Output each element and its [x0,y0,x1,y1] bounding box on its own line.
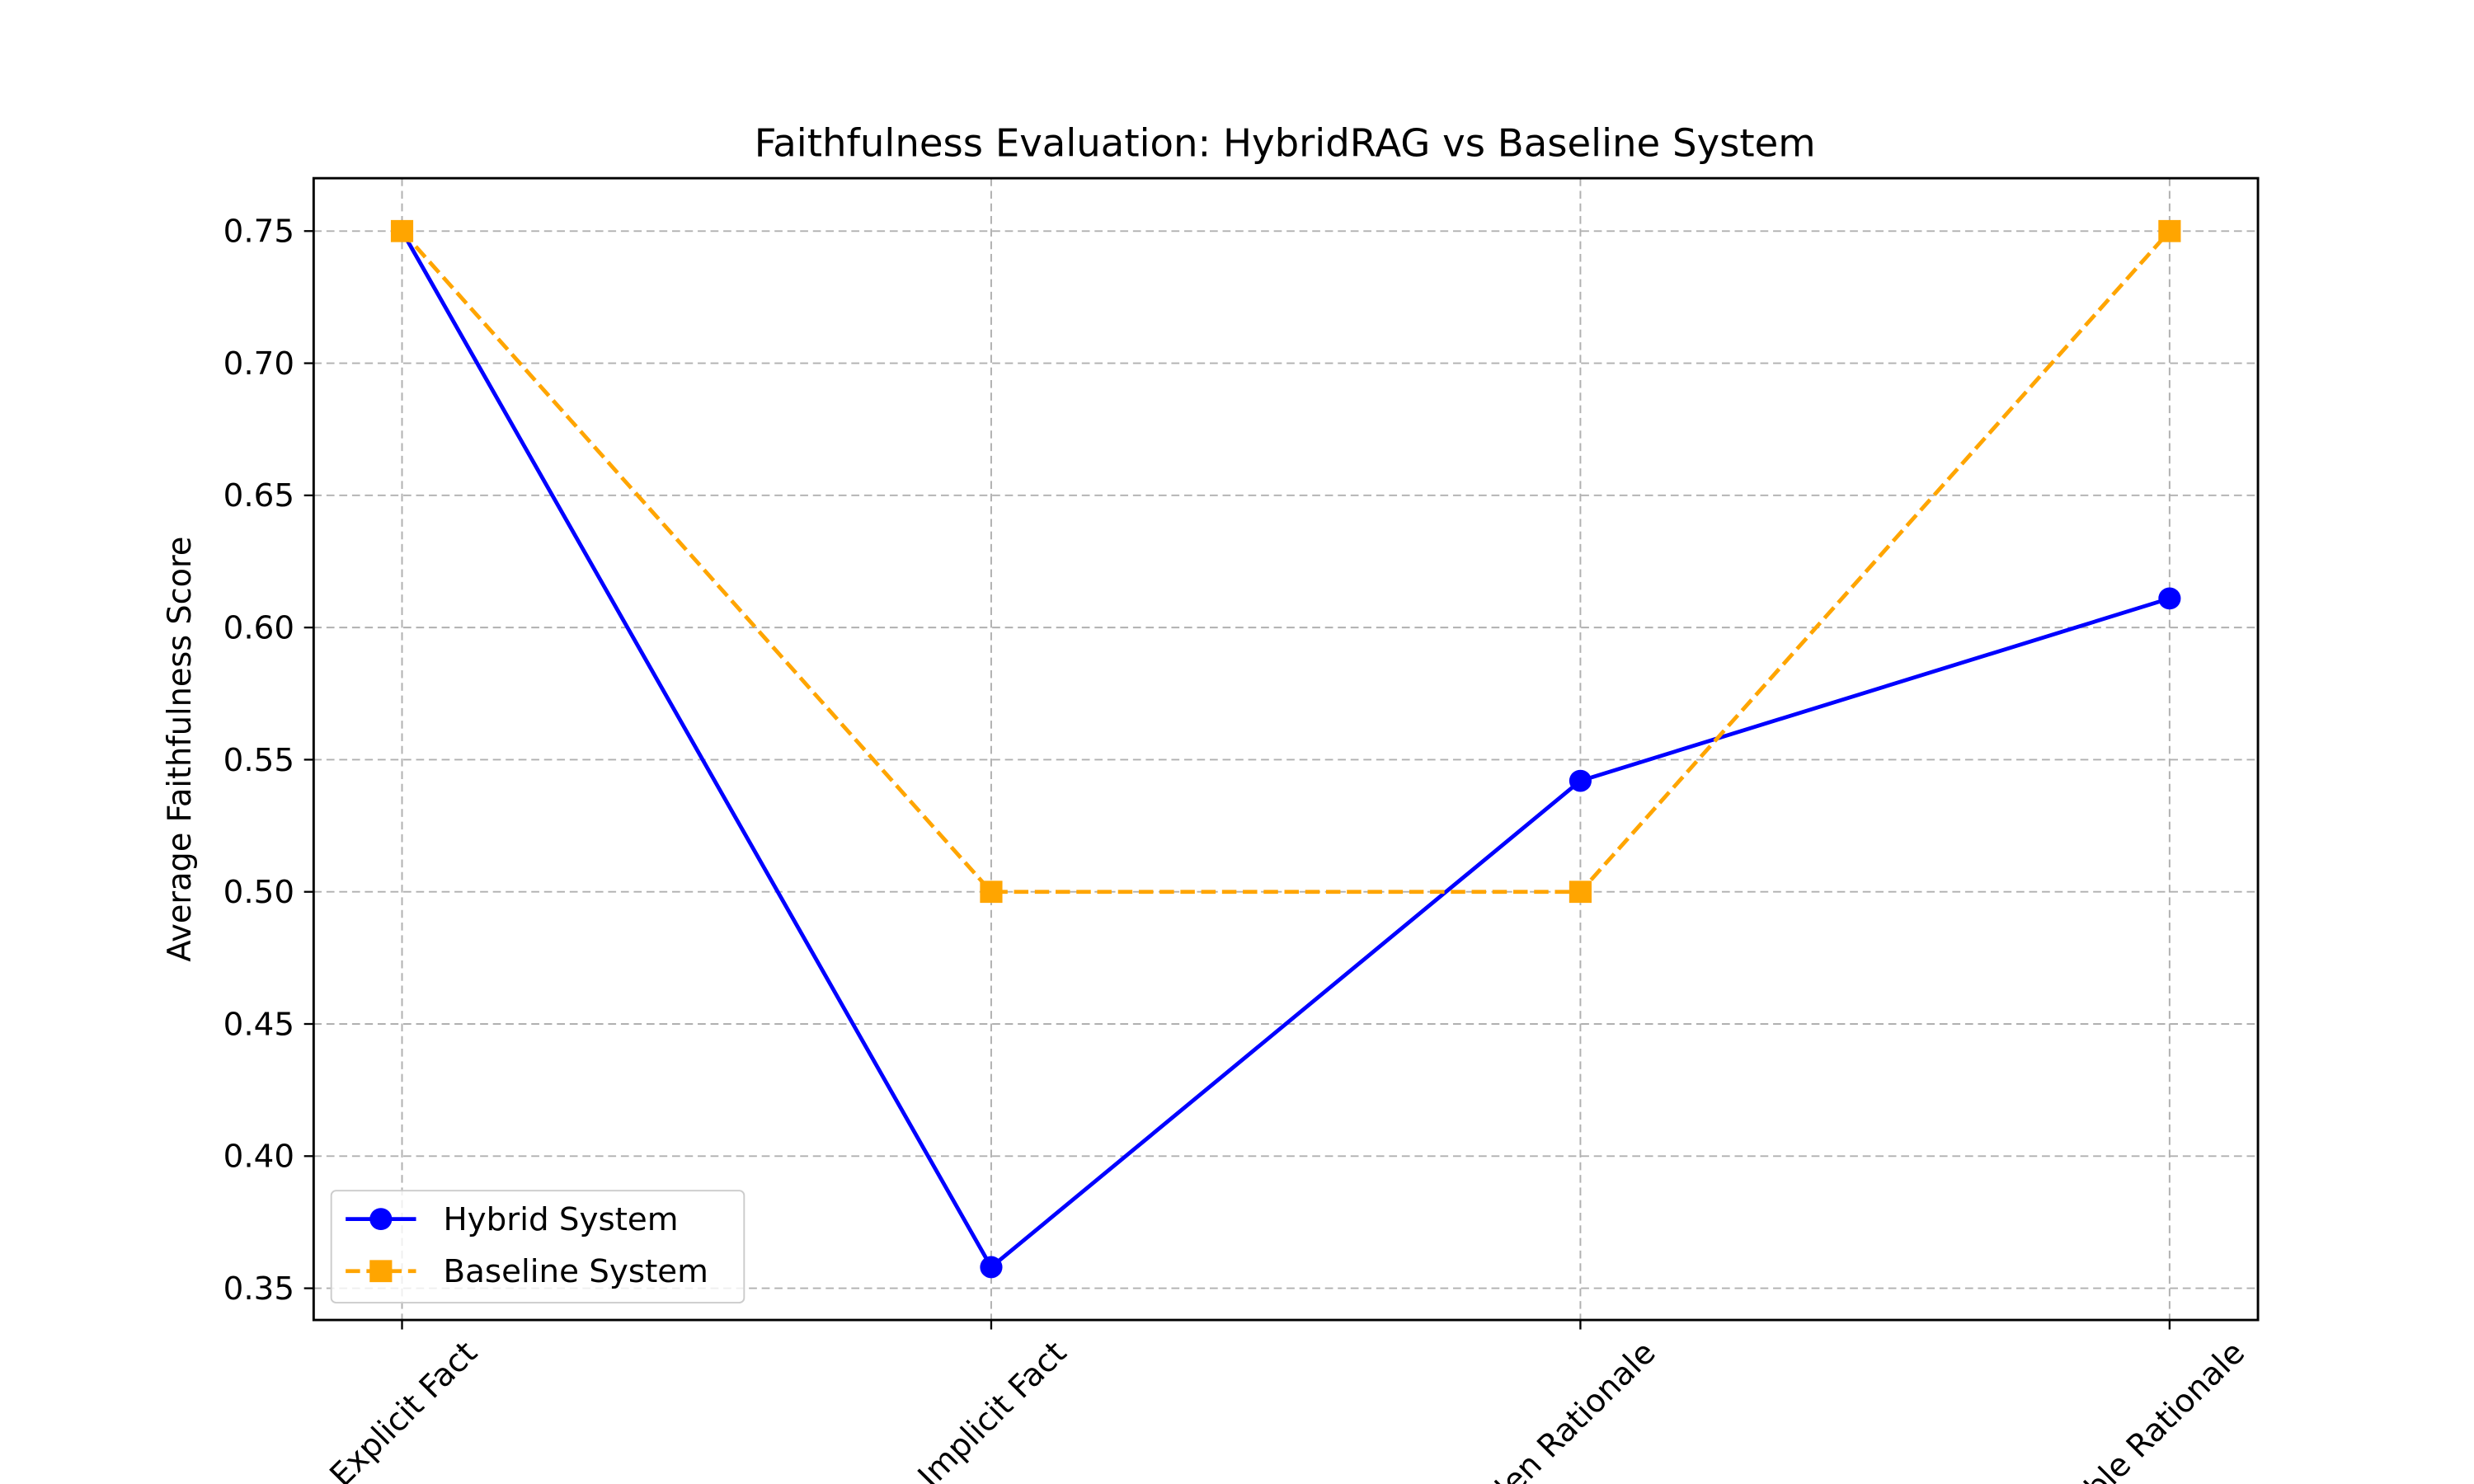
chart-title: Faithfulness Evaluation: HybridRAG vs Ba… [755,121,1816,166]
y-tick-label: 0.50 [223,874,294,911]
marker [1569,881,1592,904]
marker [2158,219,2181,242]
x-tick-label: Explicit Fact [322,1335,484,1484]
y-tick-label: 0.55 [223,742,294,779]
y-tick-label: 0.60 [223,610,294,647]
marker [369,1208,393,1231]
marker [1569,769,1592,792]
marker [390,219,414,242]
y-tick-label: 0.70 [223,345,294,383]
x-tick-label: Interpretable Rationale [1964,1335,2252,1484]
legend-box [330,1190,745,1303]
y-tick-label: 0.75 [223,214,294,251]
marker [2158,587,2181,610]
y-axis-label: Average Faithfulness Score [162,537,199,962]
marker [369,1260,393,1283]
legend-label: Hybrid System [444,1201,679,1238]
marker [980,1256,1003,1279]
x-tick-label: Hidden Rationale [1442,1335,1663,1484]
legend-label: Baseline System [444,1253,708,1290]
y-tick-label: 0.45 [223,1007,294,1044]
marker [980,881,1003,904]
series-line [400,230,2171,1270]
x-tick-label: Implicit Fact [911,1335,1075,1484]
y-tick-label: 0.65 [223,477,294,514]
y-tick-label: 0.35 [223,1270,294,1308]
y-tick-label: 0.40 [223,1139,294,1176]
series-line [400,229,2171,895]
plot-frame [312,176,2260,1322]
